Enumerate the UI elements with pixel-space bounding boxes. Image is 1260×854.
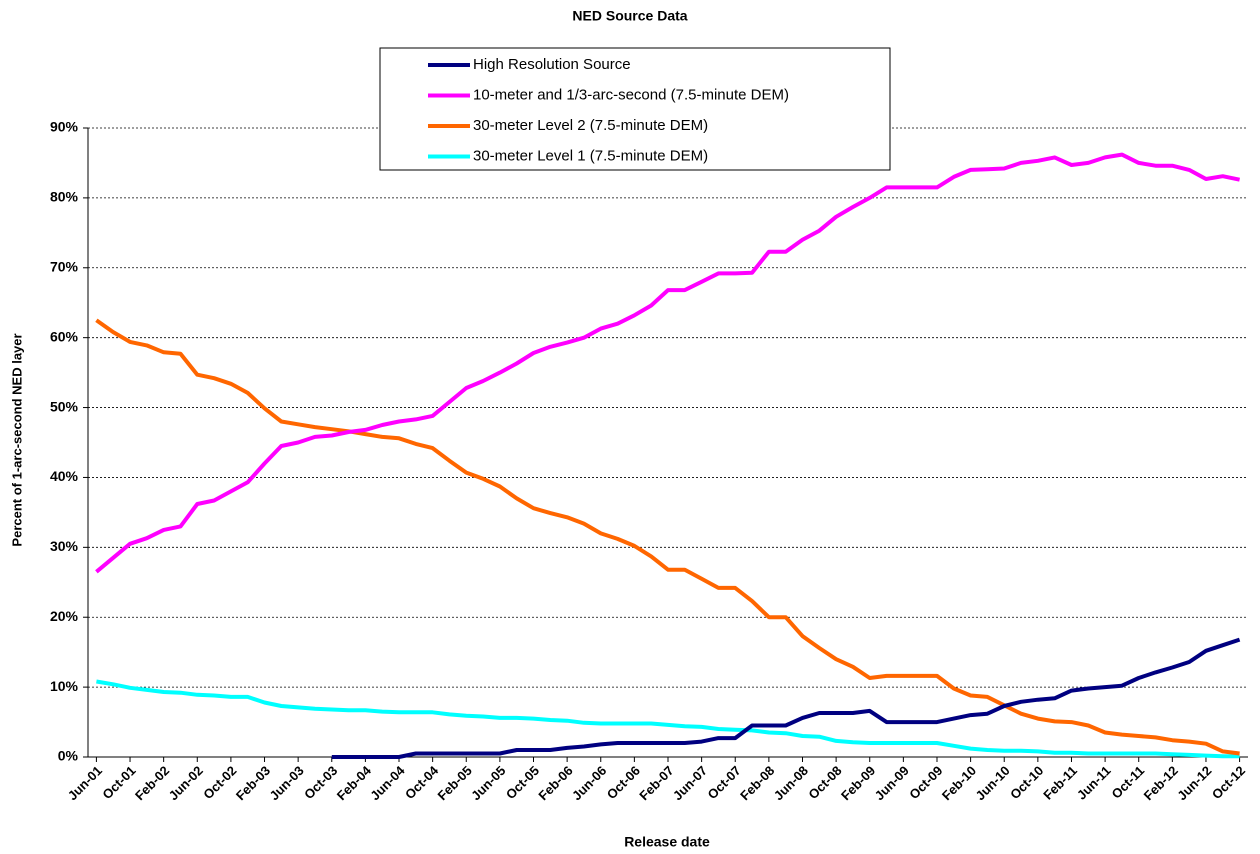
x-tick-label: Oct-10 (1007, 763, 1046, 802)
chart-title: NED Source Data (572, 8, 687, 24)
y-tick-label: 10% (50, 678, 79, 694)
legend-label: 10-meter and 1/3-arc-second (7.5-minute … (473, 86, 789, 103)
x-tick-label: Jun-08 (771, 763, 811, 803)
x-tick-label: Jun-03 (266, 763, 306, 803)
series-line (95, 318, 1240, 756)
y-tick-label: 70% (50, 258, 79, 274)
x-tick-label: Oct-09 (906, 763, 945, 802)
x-tick-label: Oct-03 (301, 763, 340, 802)
legend-label: 30-meter Level 2 (7.5-minute DEM) (473, 117, 708, 134)
x-tick-label: Jun-10 (973, 763, 1013, 803)
y-tick-label: 60% (50, 328, 79, 344)
x-tick-label: Jun-04 (367, 762, 408, 803)
legend-label: 30-meter Level 1 (7.5-minute DEM) (473, 147, 708, 164)
series-line (331, 637, 1241, 759)
y-tick-label: 80% (50, 189, 79, 205)
x-tick-label: Jun-01 (65, 763, 105, 803)
x-tick-label: Feb-11 (1040, 763, 1080, 803)
x-tick-label: Feb-03 (233, 763, 273, 803)
x-tick-label: Feb-04 (334, 762, 375, 803)
x-tick-label: Oct-02 (200, 763, 239, 802)
x-tick-label: Oct-04 (402, 762, 442, 802)
x-tick-label: Jun-05 (468, 763, 508, 803)
x-tick-label: Oct-08 (805, 763, 844, 802)
x-tick-label: Feb-12 (1141, 763, 1181, 803)
y-tick-label: 40% (50, 468, 79, 484)
legend-label: High Resolution Source (473, 56, 631, 73)
x-tick-label: Feb-02 (132, 763, 172, 803)
x-tick-label: Oct-01 (99, 763, 138, 802)
x-tick-label: Oct-12 (1209, 763, 1248, 802)
x-tick-label: Feb-08 (737, 763, 777, 803)
x-tick-label: Jun-06 (569, 763, 609, 803)
y-tick-label: 20% (50, 608, 79, 624)
series-line (96, 679, 1240, 759)
x-tick-label: Oct-07 (705, 763, 744, 802)
y-tick-label: 0% (58, 748, 79, 764)
x-tick-label: Jun-09 (872, 763, 912, 803)
x-tick-label: Oct-11 (1109, 763, 1148, 802)
x-tick-label: Feb-06 (535, 763, 575, 803)
x-tick-label: Jun-12 (1174, 763, 1214, 803)
legend: High Resolution Source 10-meter and 1/3-a… (379, 47, 891, 171)
y-axis-title: Percent of 1-arc-second NED layer (9, 333, 24, 546)
y-tick-label: 50% (50, 398, 79, 414)
x-axis-title: Release date (624, 834, 710, 850)
x-tick-label: Feb-07 (636, 763, 676, 803)
x-tick-label: Jun-11 (1074, 763, 1114, 803)
x-tick-label: Feb-05 (435, 763, 475, 803)
y-tick-label: 30% (50, 538, 79, 554)
series-line (95, 152, 1241, 574)
x-tick-label: Jun-02 (166, 763, 206, 803)
x-tick-label: Feb-09 (838, 763, 878, 803)
x-tick-label: Feb-10 (939, 763, 979, 803)
x-tick-label: Jun-07 (670, 763, 710, 803)
x-tick-label: Oct-05 (503, 763, 542, 802)
y-tick-label: 90% (50, 119, 79, 135)
x-tick-label: Oct-06 (604, 763, 643, 802)
legend-box (379, 47, 891, 171)
